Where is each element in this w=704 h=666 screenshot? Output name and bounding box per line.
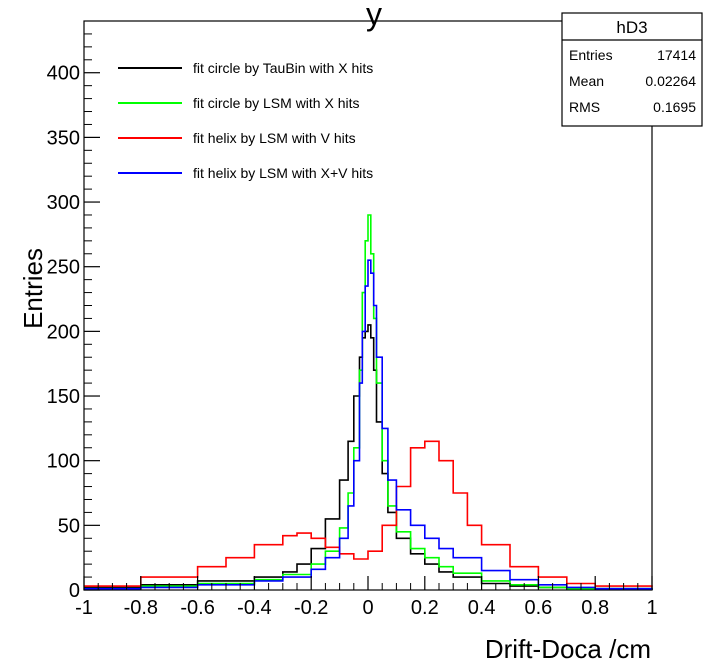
legend-label-2: fit helix by LSM with V hits bbox=[193, 130, 356, 146]
legend: fit circle by TauBin with X hits fit circ… bbox=[118, 60, 373, 181]
y-tick-label: 300 bbox=[47, 192, 80, 214]
y-tick-label: 400 bbox=[47, 63, 80, 85]
y-tick-label: 250 bbox=[47, 257, 80, 279]
series-line-3 bbox=[84, 259, 653, 590]
stats-value-entries: 17414 bbox=[657, 47, 696, 63]
y-tick-label: 0 bbox=[69, 580, 80, 602]
x-tick-label: -0.8 bbox=[124, 597, 158, 619]
x-tick-label: -1 bbox=[75, 597, 93, 619]
x-tick-label: -0.4 bbox=[237, 597, 271, 619]
y-tick-label: 200 bbox=[47, 321, 80, 343]
y-tick-label: 100 bbox=[47, 451, 80, 473]
series-line-2 bbox=[84, 440, 653, 588]
stats-value-rms: 0.1695 bbox=[653, 99, 696, 115]
y-axis-ticks: 0 50 100 150 200 250 300 350 400 bbox=[47, 20, 100, 602]
y-tick-label: 150 bbox=[47, 386, 80, 408]
stats-box-frame bbox=[561, 12, 703, 127]
x-tick-label: 0.2 bbox=[411, 597, 439, 619]
y-tick-label: 350 bbox=[47, 127, 80, 149]
x-tick-label: -0.2 bbox=[294, 597, 328, 619]
x-axis-ticks: -1 -0.8 -0.6 -0.4 -0.2 0 0.2 0.4 0.6 0.8 1 bbox=[75, 576, 658, 619]
stats-box-title: hD3 bbox=[616, 18, 647, 37]
x-tick-label: -0.6 bbox=[180, 597, 214, 619]
stats-box: hD3 Entries 17414 Mean 0.02264 RMS 0.169… bbox=[561, 12, 703, 127]
y-tick-label: 50 bbox=[58, 515, 80, 537]
x-tick-label: 1 bbox=[646, 597, 657, 619]
stats-value-mean: 0.02264 bbox=[645, 73, 696, 89]
stats-label-entries: Entries bbox=[569, 47, 613, 63]
x-tick-label: 0.8 bbox=[581, 597, 609, 619]
chart-title: y bbox=[366, 0, 382, 32]
stats-label-rms: RMS bbox=[569, 99, 600, 115]
x-tick-label: 0 bbox=[362, 597, 373, 619]
legend-label-1: fit circle by LSM with X hits bbox=[193, 95, 360, 111]
legend-label-3: fit helix by LSM with X+V hits bbox=[193, 165, 373, 181]
y-axis-title: Entries bbox=[18, 248, 48, 329]
stats-label-mean: Mean bbox=[569, 73, 604, 89]
x-axis-title: Drift-Doca /cm bbox=[485, 634, 651, 664]
x-tick-label: 0.4 bbox=[468, 597, 496, 619]
legend-label-0: fit circle by TauBin with X hits bbox=[193, 60, 373, 76]
x-tick-label: 0.6 bbox=[524, 597, 552, 619]
